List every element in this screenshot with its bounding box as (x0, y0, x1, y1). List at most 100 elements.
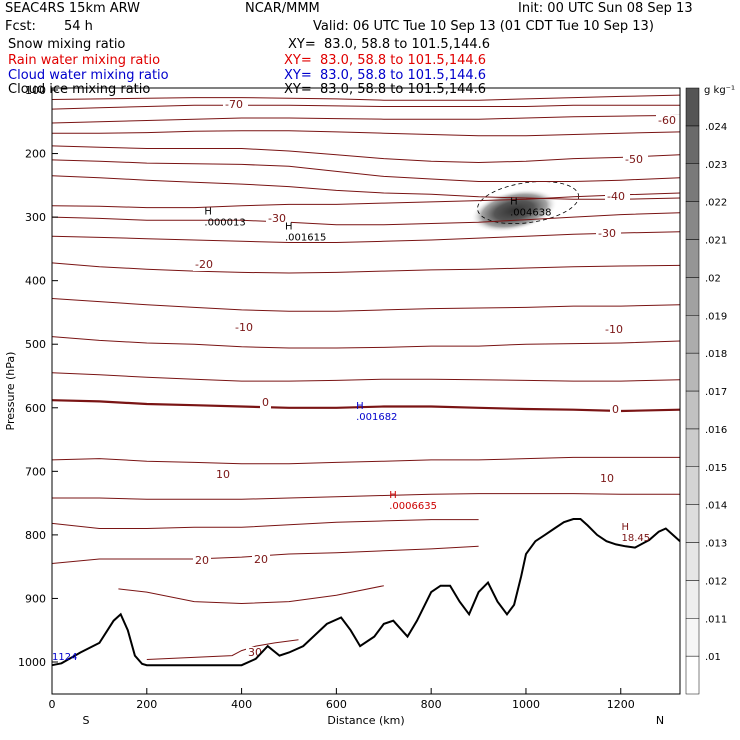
snow-max-value: .000013 (204, 218, 245, 229)
contour-label-bg (223, 99, 248, 111)
temperature-contour (51, 519, 479, 529)
colorbar-label: .012 (705, 576, 727, 587)
temperature-contour (51, 336, 681, 349)
contour-label: -50 (625, 153, 643, 166)
y-tick-label: 500 (25, 338, 46, 351)
y-tick-label: 100 (25, 84, 46, 97)
left-edge-value: 1124 (52, 652, 77, 663)
x-tick-label: 0 (49, 698, 56, 711)
temperature-contour (51, 114, 681, 124)
colorbar-box (685, 390, 700, 430)
valid-time: Valid: 06 UTC Tue 10 Sep 13 (01 CDT Tue … (313, 19, 654, 34)
y-tick-label: 1000 (18, 656, 46, 669)
contour-label-bg (214, 469, 232, 481)
temperature-contour (51, 212, 681, 226)
contour-label-bg (252, 554, 270, 566)
y-tick-label: 600 (25, 402, 46, 415)
colorbar-box (685, 87, 700, 127)
contour-label-bg (603, 324, 628, 336)
contour-label: -40 (607, 190, 625, 203)
temperature-contour (51, 372, 681, 382)
colorbar-label: .01 (705, 652, 721, 663)
forecast-label: Fcst: (5, 19, 36, 34)
colorbar-label: .022 (705, 198, 727, 209)
temperature-contour (51, 192, 681, 209)
y-tick-label: 400 (25, 275, 46, 288)
cloud-ice-max-h: H (510, 197, 518, 208)
forecast-hours: 54 h (64, 19, 93, 34)
temperature-contour (51, 262, 681, 274)
contour-label: 0 (612, 403, 619, 416)
colorbar-box (685, 125, 700, 164)
temperature-contour (51, 94, 681, 101)
x-tick-label: 200 (136, 698, 157, 711)
colorbar-label: .023 (705, 160, 727, 171)
colorbar-label: .018 (705, 349, 727, 360)
contour-label-bg (260, 397, 271, 409)
temperature-contour (51, 159, 681, 182)
field-xy-cloud-ice: XY= 83.0, 58.8 to 101.5,144.6 (284, 82, 487, 97)
rain-water-max-h: H (389, 490, 397, 501)
colorbar-box (685, 618, 700, 657)
field-name-rain: Rain water mixing ratio (8, 53, 161, 68)
colorbar-label: .014 (705, 501, 727, 512)
colorbar-box (685, 315, 700, 354)
contour-label: -10 (605, 323, 623, 336)
contour-label-bg (266, 213, 291, 225)
temperature-contour (51, 145, 681, 164)
field-name-snow: Snow mixing ratio (8, 37, 126, 52)
contour-label: -70 (225, 98, 243, 111)
temperature-contour (118, 585, 384, 605)
contour-label: -20 (195, 258, 213, 271)
x-tick-label: 800 (421, 698, 442, 711)
field-name-cloud-ice: Cloud ice mixing ratio (8, 82, 151, 97)
x-tick-label: 600 (326, 698, 347, 711)
y-axis-label: Pressure (hPa) (4, 352, 17, 431)
contour-label: 30 (248, 646, 262, 659)
init-time: Init: 00 UTC Sun 08 Sep 13 (518, 1, 693, 16)
colorbar-label: .015 (705, 463, 727, 474)
x-tick-label: 1000 (512, 698, 540, 711)
colorbar-box (685, 466, 700, 505)
y-tick-label: 900 (25, 592, 46, 605)
contour-label: 0 (262, 396, 269, 409)
contour-label-bg (623, 154, 648, 166)
contour-label-bg (193, 555, 211, 567)
plot-frame (51, 87, 681, 695)
field-xy-rain: XY= 83.0, 58.8 to 101.5,144.6 (284, 53, 487, 68)
contour-label-bg (596, 228, 621, 240)
center-title: NCAR/MMM (245, 1, 320, 16)
colorbar-label: .013 (705, 539, 727, 550)
x-tick-label: 1200 (607, 698, 635, 711)
terrain-line (51, 518, 681, 667)
contour-label-bg (598, 473, 616, 485)
colorbar-label: .011 (705, 614, 727, 625)
contour-label: 10 (216, 468, 230, 481)
y-tick-label: 300 (25, 211, 46, 224)
model-title: SEAC4RS 15km ARW (5, 1, 141, 16)
temperature-contour (146, 639, 299, 660)
colorbar-label: .02 (705, 273, 721, 284)
temperature-contour (51, 231, 681, 243)
colorbar-box (685, 352, 700, 392)
snow-contour-dashed (477, 181, 580, 225)
colorbar-label: .019 (705, 311, 727, 322)
contour-label: 20 (254, 553, 268, 566)
temperature-contour (52, 493, 680, 500)
snow-max-2-value: .001615 (285, 232, 326, 243)
colorbar-box (685, 542, 700, 581)
temperature-contour (51, 104, 680, 110)
contour-label: 20 (195, 554, 209, 567)
contour-label: -60 (658, 114, 676, 127)
contour-label-bg (610, 404, 621, 416)
colorbar-label: .017 (705, 387, 727, 398)
field-xy-cloud-water: XY= 83.0, 58.8 to 101.5,144.6 (284, 68, 487, 83)
north-label: N (656, 714, 664, 727)
rain-water-max-value: .0006635 (389, 501, 437, 512)
snow-max-2-h: H (285, 221, 293, 232)
south-label: S (83, 714, 90, 727)
colorbar-box (685, 580, 700, 619)
cloud-ice-max-value: .004638 (510, 208, 551, 219)
contour-label: -10 (235, 321, 253, 334)
